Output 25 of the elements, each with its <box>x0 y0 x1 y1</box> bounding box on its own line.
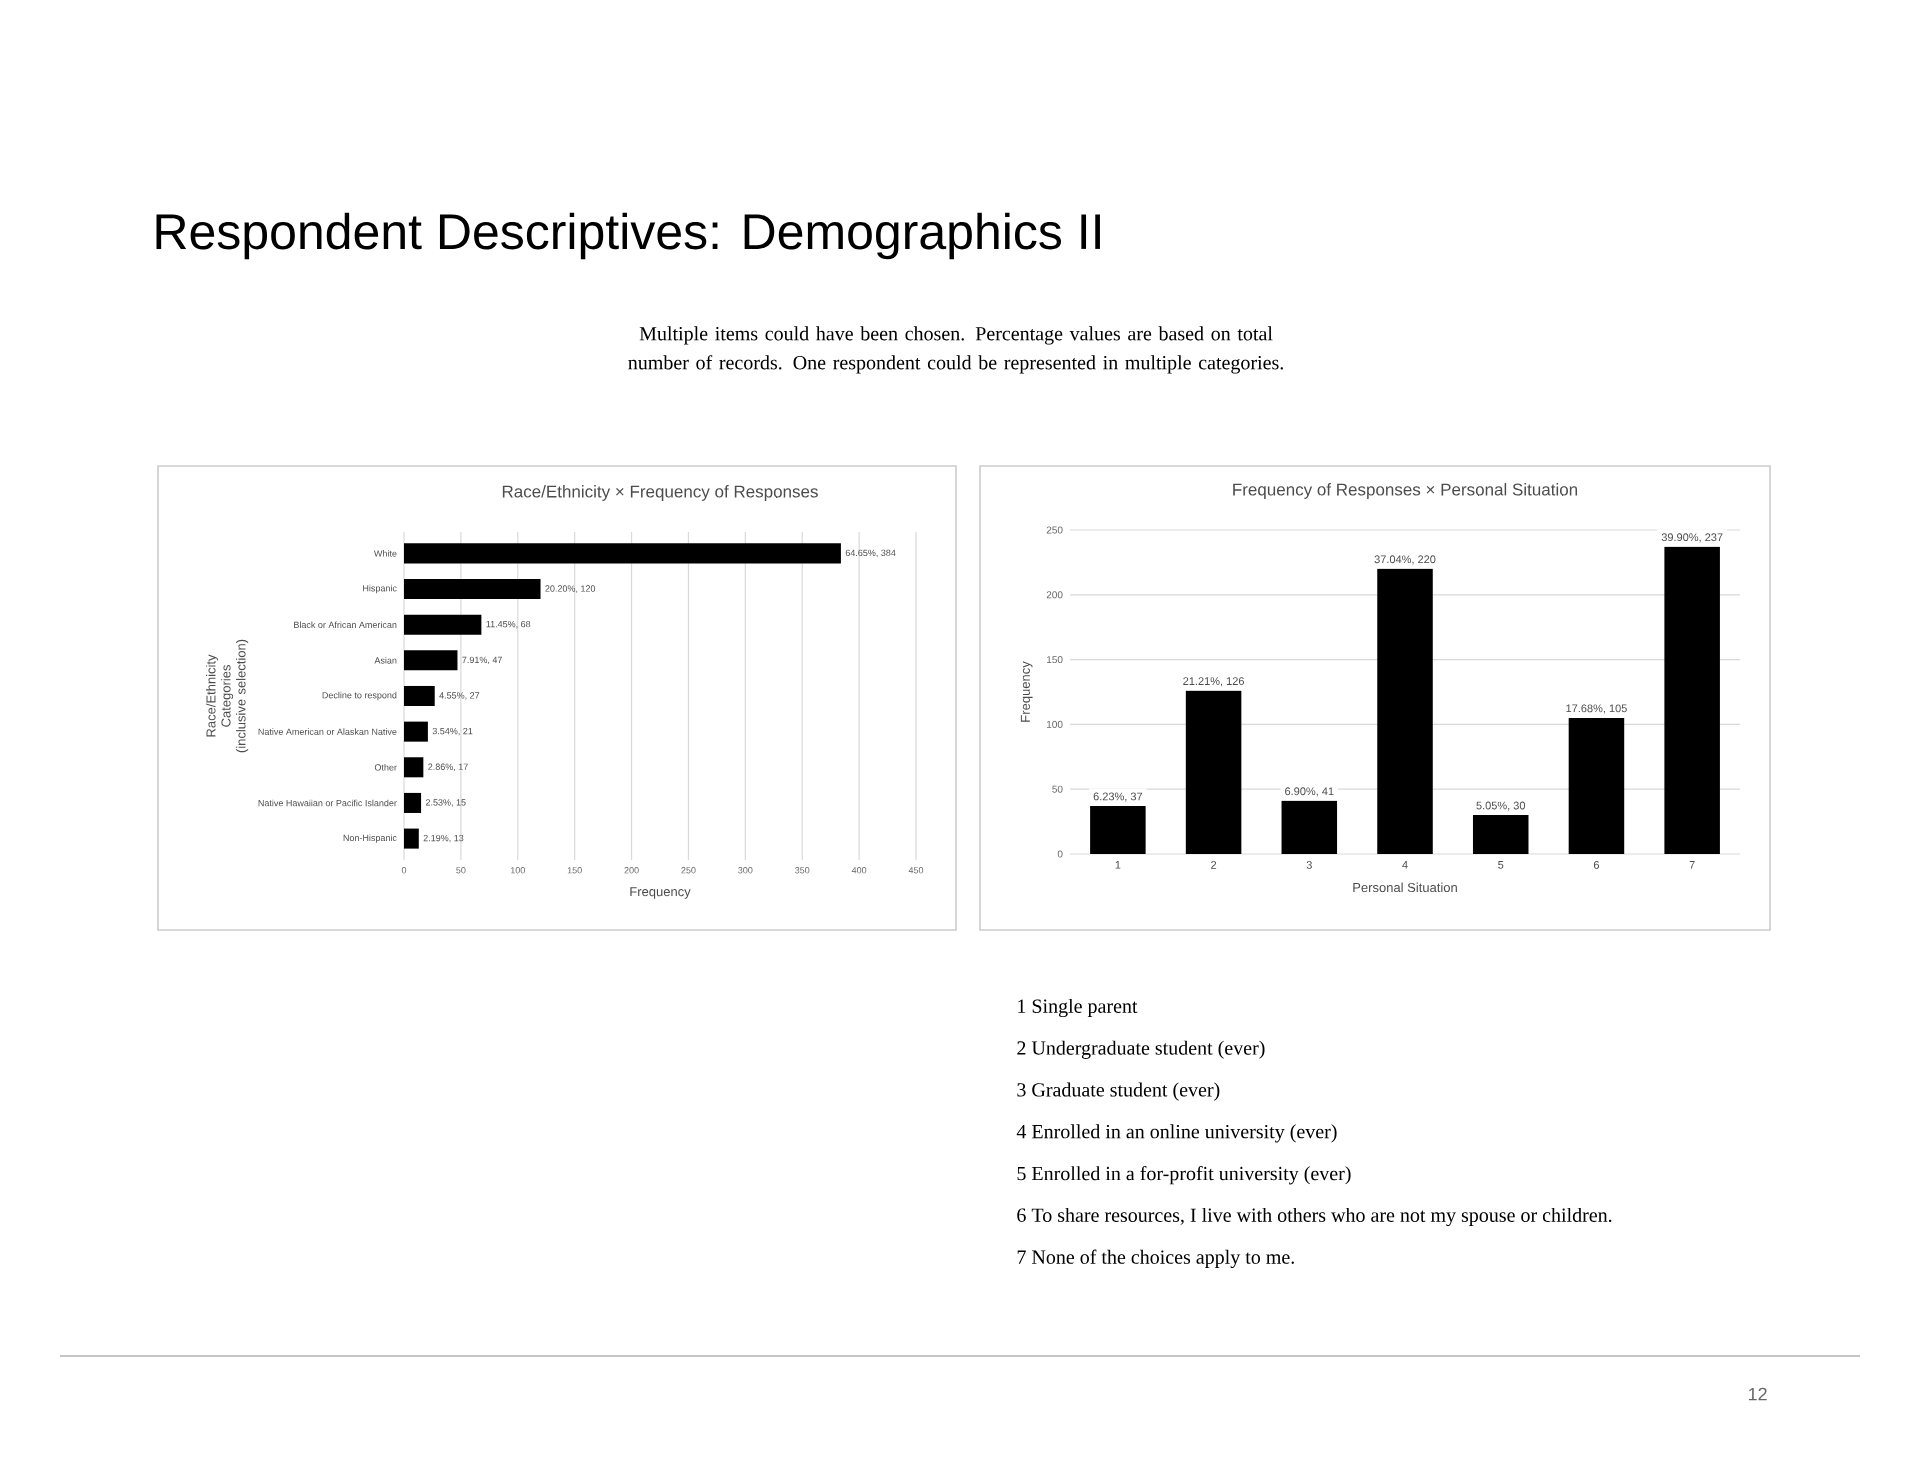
text: 5 Enrolled in a for-profit university (ever) <box>1017 1165 1351 1185</box>
bar <box>1090 806 1146 854</box>
bar <box>1185 690 1242 854</box>
chart-title: Race/Ethnicity × Frequency of Responses <box>502 485 818 501</box>
bar <box>1377 568 1433 854</box>
bar <box>404 828 419 849</box>
text: 12 <box>1748 1387 1767 1401</box>
bar <box>1664 546 1720 854</box>
bar <box>404 650 458 671</box>
text: 4 Enrolled in an online university (ever) <box>1016 1124 1337 1143</box>
text: 6 To share resources, I live with others who are not my spouse or children. <box>1017 1207 1612 1227</box>
text: 7 None of the choices apply to me. <box>1017 1249 1294 1269</box>
text: 1 Single parent <box>1018 998 1138 1018</box>
bar <box>404 543 841 564</box>
bar <box>404 614 482 635</box>
bar <box>404 792 422 813</box>
bar <box>404 685 435 707</box>
text: 3 Graduate student (ever) <box>1017 1082 1220 1101</box>
bar <box>404 721 428 742</box>
text: Multiple items could have been chosen. Percentage values are based on total number of records. One respondent could be represented in multiple categories. <box>628 326 1283 374</box>
text: 2 Undergraduate student (ever) <box>1017 1040 1265 1059</box>
chart-title: Frequency of Responses × Personal Situation <box>1233 483 1578 499</box>
bar <box>404 757 424 778</box>
bar <box>404 579 541 600</box>
text: Respondent Descriptives: Demographics II <box>156 212 1100 260</box>
